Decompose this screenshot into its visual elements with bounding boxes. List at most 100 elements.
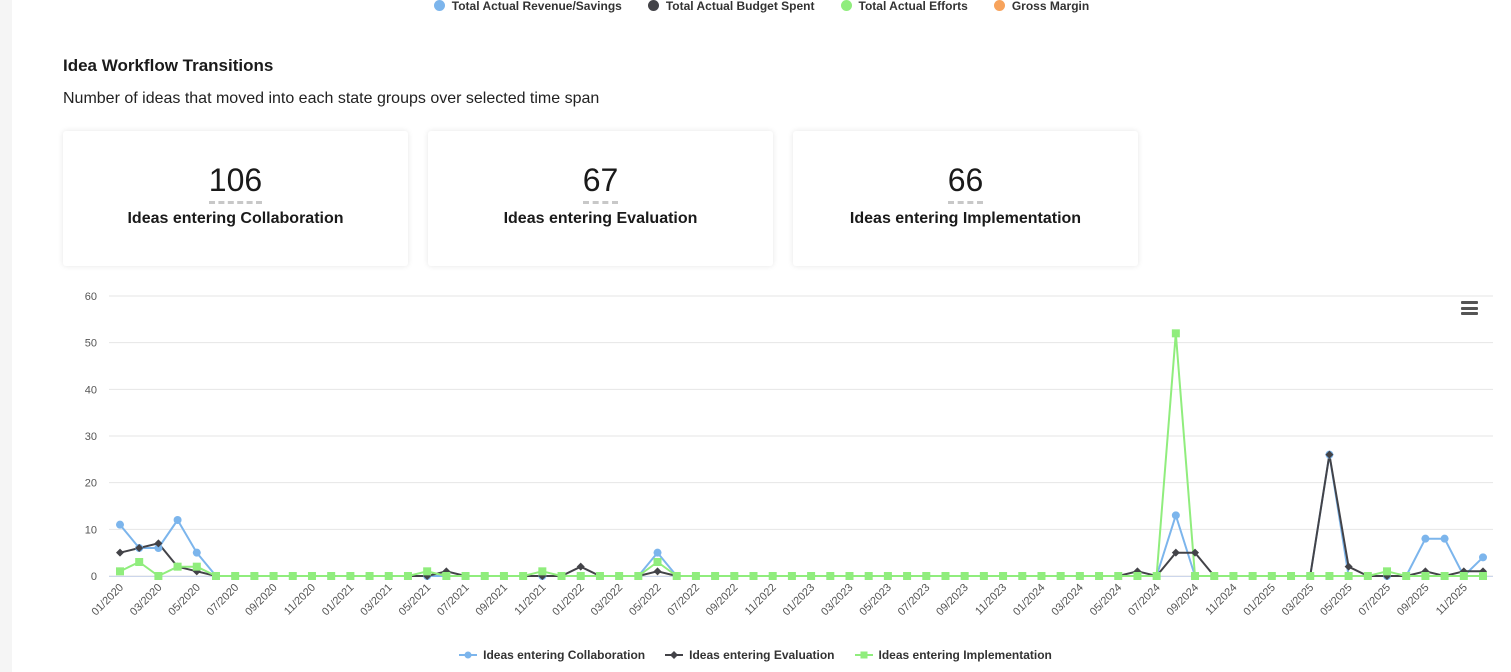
- x-tick-label: 03/2022: [589, 582, 626, 619]
- legend-dot-icon: [993, 0, 1005, 11]
- data-point: [787, 572, 796, 580]
- data-point: [116, 567, 124, 576]
- data-point: [1440, 534, 1449, 543]
- x-tick-label: 07/2024: [1126, 582, 1163, 619]
- data-point: [999, 572, 1008, 580]
- data-point: [135, 544, 144, 552]
- legend-label: Ideas entering Implementation: [878, 648, 1052, 662]
- x-tick-label: 05/2022: [627, 582, 664, 619]
- stat-label: Ideas entering Implementation: [849, 210, 1082, 227]
- top-legend-item-revenue[interactable]: Total Actual Revenue/Savings: [433, 0, 622, 14]
- data-point: [538, 567, 547, 576]
- data-point: [883, 572, 892, 580]
- x-tick-label: 05/2024: [1088, 582, 1125, 619]
- x-tick-label: 07/2023: [896, 582, 933, 619]
- data-point: [576, 562, 585, 571]
- data-point: [768, 572, 777, 580]
- data-point: [557, 572, 566, 580]
- x-tick-label: 05/2025: [1318, 582, 1355, 619]
- data-point: [192, 548, 201, 557]
- data-point: [1287, 572, 1296, 580]
- line-diamond-icon: [665, 651, 684, 659]
- data-point: [1383, 567, 1392, 576]
- x-tick-label: 09/2023: [934, 582, 971, 619]
- x-tick-label: 11/2023: [973, 582, 1009, 618]
- data-point: [173, 562, 182, 571]
- x-tick-label: 01/2025: [1241, 582, 1278, 619]
- data-point: [384, 572, 393, 580]
- data-point: [231, 572, 240, 580]
- top-legend-item-efforts[interactable]: Total Actual Efforts: [840, 0, 968, 14]
- stat-value[interactable]: 67: [582, 163, 619, 204]
- data-point: [864, 572, 873, 580]
- x-tick-label: 09/2021: [473, 582, 510, 619]
- data-point: [826, 572, 835, 580]
- data-point: [615, 572, 624, 580]
- data-point: [807, 572, 816, 580]
- legend-dot-icon: [433, 0, 445, 11]
- data-point: [653, 567, 662, 576]
- data-point: [116, 548, 124, 557]
- data-point: [653, 558, 662, 566]
- section-title: Idea Workflow Transitions: [63, 56, 274, 75]
- x-tick-label: 03/2025: [1280, 582, 1317, 619]
- stat-card-implementation: 66 Ideas entering Implementation: [793, 131, 1138, 266]
- data-point: [269, 572, 278, 580]
- x-tick-label: 05/2021: [397, 582, 434, 619]
- legend-item-collaboration[interactable]: Ideas entering Collaboration: [459, 648, 645, 662]
- legend-item-evaluation[interactable]: Ideas entering Evaluation: [665, 648, 835, 662]
- stat-card-collaboration: 106 Ideas entering Collaboration: [63, 131, 408, 266]
- data-point: [845, 572, 854, 580]
- data-point: [403, 572, 412, 580]
- data-point: [1056, 572, 1065, 580]
- x-tick-label: 03/2021: [358, 582, 395, 619]
- stat-label: Ideas entering Collaboration: [127, 210, 344, 227]
- data-point: [1229, 572, 1238, 580]
- series-line-3: [119, 332, 1483, 577]
- data-point: [192, 562, 201, 571]
- legend-dot-icon: [647, 0, 659, 11]
- dashboard-panel: Total Actual Revenue/Savings Total Actua…: [12, 0, 1511, 672]
- x-tick-label: 11/2021: [512, 582, 548, 618]
- legend-item-implementation[interactable]: Ideas entering Implementation: [854, 648, 1052, 662]
- x-tick-label: 07/2020: [205, 582, 242, 619]
- x-tick-label: 01/2021: [320, 582, 357, 619]
- data-point: [154, 572, 163, 580]
- legend-label: Total Actual Efforts: [858, 0, 968, 13]
- series-line-2: [119, 453, 1483, 577]
- x-tick-label: 03/2024: [1049, 582, 1086, 619]
- data-point: [1421, 534, 1430, 543]
- data-point: [730, 572, 739, 580]
- x-tick-label: 05/2023: [857, 582, 894, 619]
- data-point: [173, 516, 182, 524]
- y-tick-label: 0: [91, 571, 97, 583]
- data-point: [154, 539, 163, 548]
- stat-value[interactable]: 66: [947, 163, 984, 204]
- data-point: [653, 548, 662, 557]
- data-point: [711, 572, 720, 580]
- chart-menu-icon[interactable]: [1461, 301, 1478, 315]
- x-tick-label: 01/2020: [90, 582, 127, 619]
- y-tick-label: 30: [85, 431, 97, 443]
- data-point: [1037, 572, 1046, 580]
- data-point: [1171, 329, 1180, 338]
- x-tick-label: 11/2024: [1204, 582, 1240, 618]
- x-tick-label: 03/2023: [819, 582, 856, 619]
- x-tick-label: 03/2020: [128, 582, 165, 619]
- data-point: [1191, 548, 1200, 557]
- data-point: [1344, 562, 1353, 571]
- stat-value[interactable]: 106: [208, 163, 263, 204]
- data-point: [154, 544, 163, 552]
- legend-label: Gross Margin: [1011, 0, 1090, 13]
- x-tick-label: 01/2022: [550, 582, 587, 619]
- data-point: [979, 572, 988, 580]
- data-point: [1402, 572, 1411, 580]
- data-point: [1421, 572, 1430, 580]
- top-legend-item-margin[interactable]: Gross Margin: [993, 0, 1090, 14]
- top-legend-item-budget[interactable]: Total Actual Budget Spent: [647, 0, 815, 14]
- data-point: [691, 572, 700, 580]
- data-point: [442, 572, 451, 580]
- legend-label: Ideas entering Evaluation: [689, 648, 835, 662]
- data-point: [327, 572, 336, 580]
- x-tick-label: 09/2025: [1395, 582, 1432, 619]
